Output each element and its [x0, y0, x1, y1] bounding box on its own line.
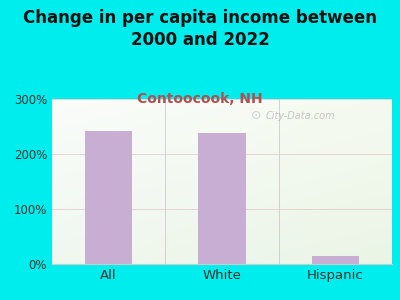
Bar — [85, 131, 132, 264]
Bar — [198, 133, 246, 264]
Text: Change in per capita income between
2000 and 2022: Change in per capita income between 2000… — [23, 9, 377, 49]
Bar — [312, 256, 359, 264]
Text: City-Data.com: City-Data.com — [265, 111, 335, 121]
Text: ⊙: ⊙ — [251, 109, 261, 122]
Text: Contoocook, NH: Contoocook, NH — [137, 92, 263, 106]
